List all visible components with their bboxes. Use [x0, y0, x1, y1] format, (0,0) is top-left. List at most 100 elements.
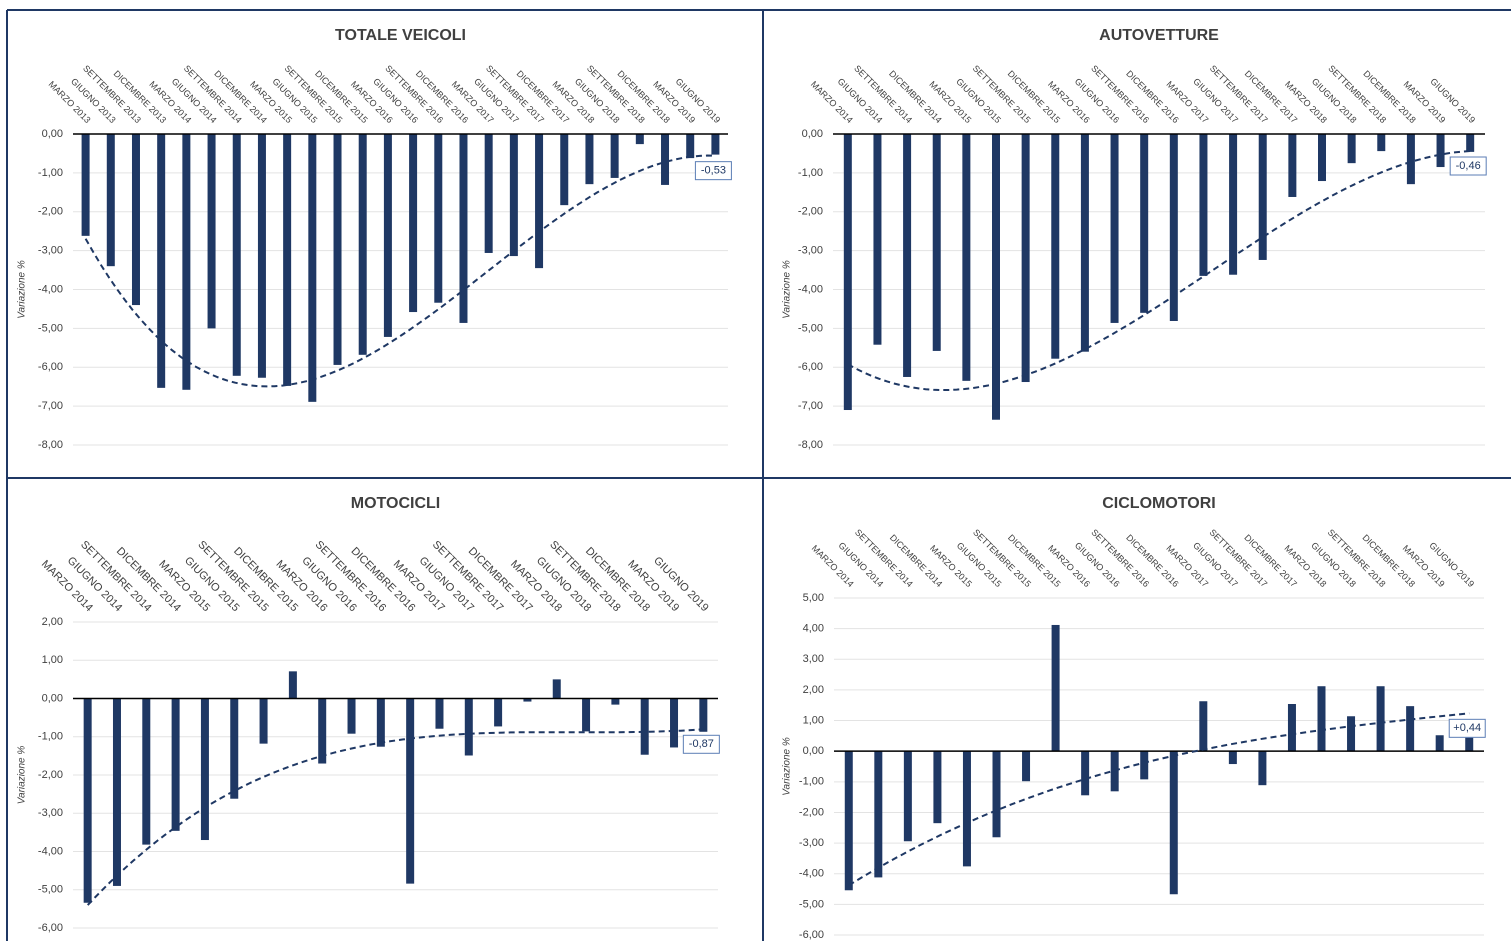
y-tick-label: -4,00 [798, 283, 823, 295]
y-tick-label: -5,00 [798, 322, 823, 334]
annotation-box [1448, 718, 1486, 738]
y-tick-label: -5,00 [38, 884, 63, 896]
bar [383, 134, 392, 337]
bar [1406, 134, 1415, 185]
bar [903, 134, 912, 377]
bar [686, 134, 695, 159]
bar [611, 698, 620, 705]
y-tick-label: -5,00 [38, 322, 63, 334]
bar [874, 751, 883, 878]
y-tick-label: 0,00 [802, 128, 823, 140]
chart-title: CICLOMOTORI [1102, 495, 1215, 512]
y-tick-label: -2,00 [798, 206, 823, 218]
y-tick-label: -2,00 [38, 206, 63, 218]
annotation-box [682, 734, 720, 754]
y-tick-label: -2,00 [38, 769, 63, 781]
bar [157, 134, 166, 388]
y-tick-label: 5,00 [803, 592, 824, 604]
bar [962, 751, 971, 867]
chart-title: AUTOVETTURE [1099, 27, 1219, 44]
trendline [86, 728, 704, 906]
bar [232, 134, 241, 376]
bar [552, 679, 561, 699]
y-tick-label: -6,00 [798, 361, 823, 373]
bar [257, 134, 266, 378]
bar [1465, 737, 1474, 752]
bar [1051, 134, 1060, 359]
y-tick-label: -3,00 [798, 245, 823, 257]
bar [207, 134, 216, 329]
bar [1140, 751, 1149, 780]
y-tick-label: 0,00 [42, 692, 63, 704]
bar [1318, 134, 1326, 182]
bar [1258, 134, 1267, 260]
bar [1436, 134, 1445, 168]
annotation-box [1449, 156, 1487, 176]
bar [933, 751, 942, 824]
y-tick-label: -1,00 [799, 776, 824, 788]
bar [494, 698, 503, 727]
bar [112, 698, 121, 886]
bar [347, 698, 356, 734]
bar [142, 698, 151, 845]
bar [560, 134, 569, 206]
y-tick-label: -3,00 [799, 837, 824, 849]
y-tick-label: -6,00 [799, 929, 824, 941]
y-tick-label: -3,00 [38, 807, 63, 819]
bar [81, 134, 90, 236]
y-tick-label: -1,00 [798, 167, 823, 179]
y-tick-label: 0,00 [42, 128, 63, 140]
y-axis-label: Variazione % [782, 737, 793, 796]
y-tick-label: 1,00 [803, 714, 824, 726]
annotation: +0,44 [1453, 722, 1481, 734]
y-axis-label: Variazione % [17, 260, 28, 319]
bar [1288, 134, 1297, 197]
bar [661, 134, 670, 185]
y-tick-label: -4,00 [38, 283, 63, 295]
bar [288, 671, 297, 699]
bar [1140, 134, 1149, 313]
bar [230, 698, 239, 799]
y-tick-label: -8,00 [38, 439, 63, 451]
bar [1376, 686, 1385, 752]
trendline [847, 150, 1471, 391]
y-tick-label: 2,00 [803, 684, 824, 696]
trendline [84, 154, 716, 388]
bar [1229, 134, 1238, 275]
y-tick-label: -1,00 [38, 167, 63, 179]
y-tick-label: -6,00 [38, 361, 63, 373]
y-tick-label: -3,00 [38, 245, 63, 257]
bar [1228, 751, 1237, 765]
bar [844, 751, 853, 891]
bar [699, 698, 708, 732]
bar [1110, 134, 1119, 323]
y-tick-label: 2,00 [42, 616, 63, 628]
bar [1406, 706, 1415, 752]
y-tick-label: 4,00 [803, 623, 824, 635]
bar [308, 134, 317, 402]
bar [131, 134, 140, 306]
bar [1317, 686, 1326, 752]
bar [318, 698, 327, 764]
bar [200, 698, 209, 841]
bar [1022, 751, 1031, 782]
y-tick-label: -2,00 [799, 806, 824, 818]
bar [1169, 751, 1178, 895]
y-tick-label: -6,00 [38, 922, 63, 934]
bar [1377, 134, 1386, 152]
y-axis-label: Variazione % [782, 260, 793, 319]
bar [585, 134, 594, 185]
bar [1081, 751, 1090, 796]
bar [435, 698, 444, 729]
bar [509, 134, 518, 257]
annotation: -0,46 [1456, 160, 1481, 172]
bar [1435, 735, 1444, 752]
annotation-box [694, 161, 732, 181]
bar [333, 134, 342, 365]
bar [182, 134, 191, 390]
bar [903, 751, 912, 842]
bar [962, 134, 971, 381]
bar [376, 698, 385, 747]
